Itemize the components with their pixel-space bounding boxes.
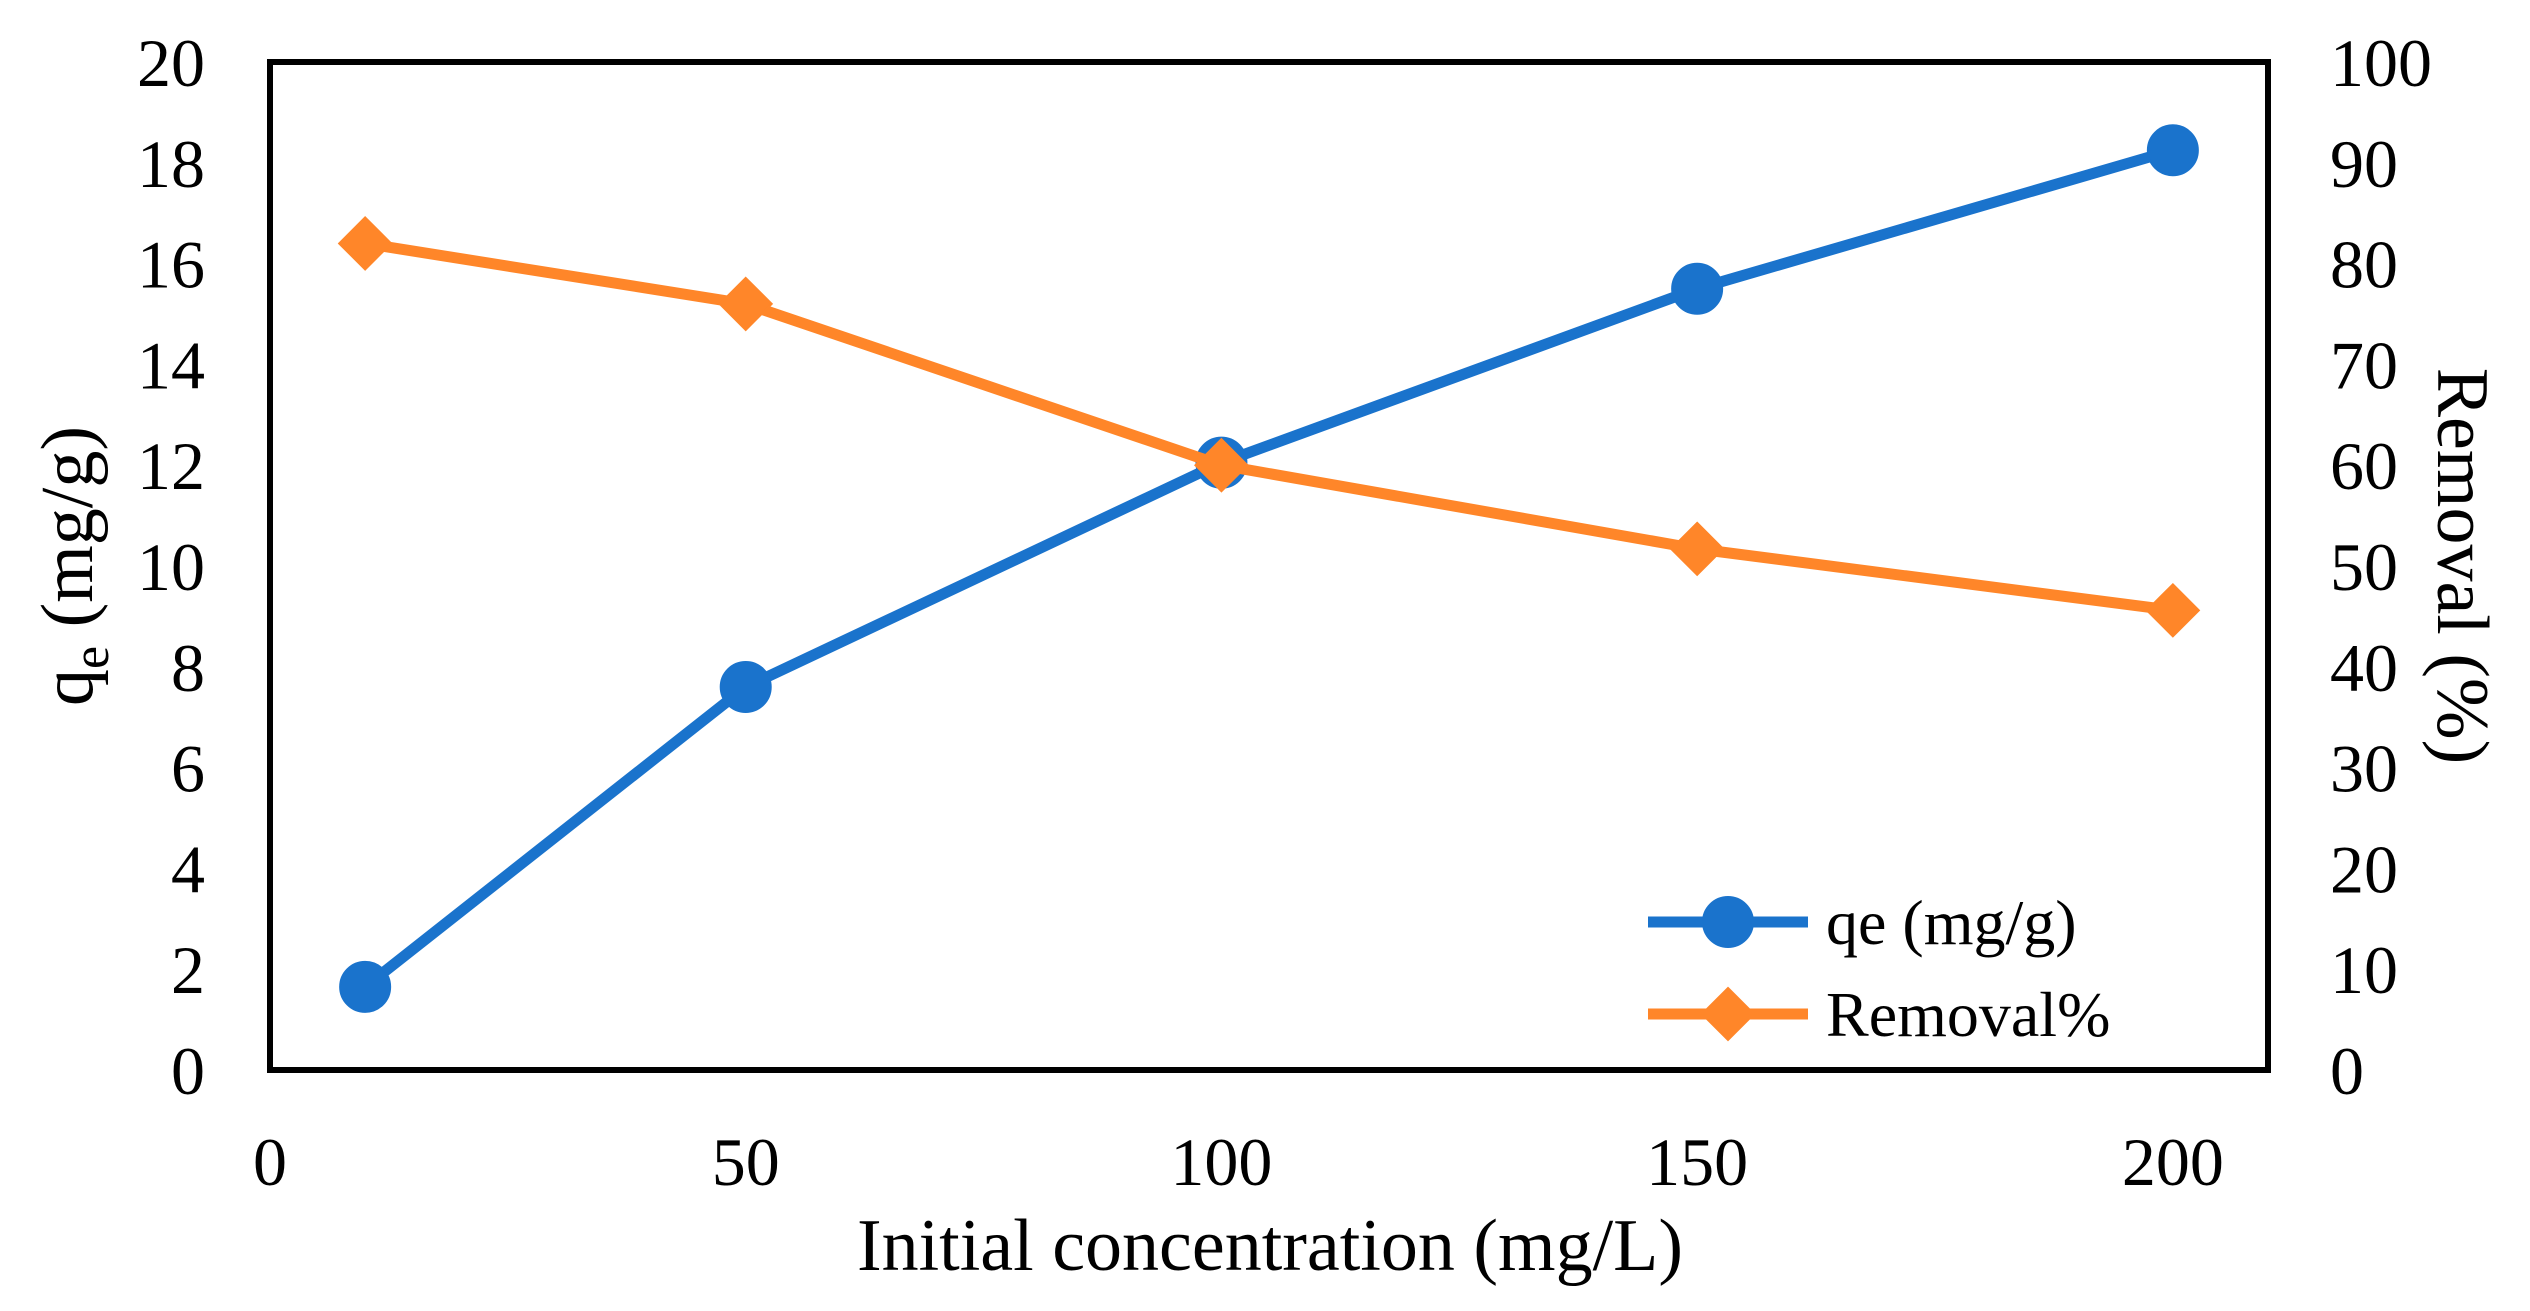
legend-swatch-marker — [1702, 896, 1754, 948]
y-axis-right-title: Removal (%) — [2421, 368, 2503, 765]
x-tick-label: 200 — [2122, 1124, 2224, 1200]
x-tick-label: 50 — [712, 1124, 780, 1200]
y-axis-right-ticks: 0 10 20 30 40 50 60 70 80 90 100 — [2330, 25, 2432, 1109]
series-layer — [337, 124, 2201, 1013]
data-point-removal — [718, 276, 774, 332]
data-point-removal — [337, 216, 393, 271]
legend-label: qe (mg/g) — [1826, 887, 2077, 958]
x-tick-label: 0 — [253, 1124, 287, 1200]
y-axis-left-ticks: 0 2 4 6 8 10 12 14 16 18 20 — [137, 25, 205, 1109]
plot-area — [267, 59, 2271, 1073]
x-axis-ticks: 0 50 100 150 200 — [253, 1124, 2224, 1200]
y-tick-label: 16 — [137, 227, 205, 303]
y-axis-left-title-rest: (mg/g) — [27, 426, 109, 646]
data-point-removal — [1669, 521, 1725, 577]
y-tick-label: 10 — [137, 529, 205, 605]
y-tick-label: 0 — [171, 1033, 205, 1109]
y2-tick-label: 20 — [2330, 831, 2398, 907]
data-point-removal — [1194, 437, 1249, 493]
y-tick-label: 18 — [137, 126, 205, 202]
y2-tick-label: 0 — [2330, 1033, 2364, 1109]
y2-tick-label: 40 — [2330, 630, 2398, 706]
legend-swatch-marker — [1700, 986, 1756, 1042]
data-point-qe-mg-g — [339, 960, 392, 1013]
y2-tick-label: 10 — [2330, 932, 2398, 1008]
y-axis-left-title-sub: e — [63, 646, 120, 669]
y2-tick-label: 80 — [2330, 227, 2398, 303]
x-tick-label: 100 — [1170, 1124, 1272, 1200]
legend-label: Removal% — [1826, 979, 2110, 1050]
y-tick-label: 4 — [171, 831, 205, 907]
data-point-qe-mg-g — [1671, 262, 1724, 315]
data-point-removal — [2145, 582, 2201, 638]
series-line-qe-mg-g — [359, 144, 2179, 993]
y-tick-label: 14 — [137, 327, 205, 403]
y-tick-label: 8 — [171, 630, 205, 706]
y2-tick-label: 30 — [2330, 731, 2398, 807]
y-axis-left-title: qe (mg/g) — [27, 426, 120, 706]
y2-tick-label: 50 — [2330, 529, 2398, 605]
data-point-qe-mg-g — [719, 660, 772, 713]
series-qe-mg-g — [339, 124, 2199, 1013]
series-line-removal — [359, 237, 2179, 616]
legend: qe (mg/g) Removal% — [1648, 887, 2110, 1050]
legend-item-qe-mg-g: qe (mg/g) — [1648, 887, 2077, 958]
y-tick-label: 20 — [137, 25, 205, 101]
y-tick-label: 6 — [171, 731, 205, 807]
x-axis-title: Initial concentration (mg/L) — [857, 1205, 1683, 1287]
y2-tick-label: 90 — [2330, 126, 2398, 202]
x-tick-label: 150 — [1646, 1124, 1748, 1200]
y2-tick-label: 100 — [2330, 25, 2432, 101]
y-tick-label: 12 — [137, 428, 205, 504]
y2-tick-label: 60 — [2330, 428, 2398, 504]
y2-tick-label: 70 — [2330, 327, 2398, 403]
y-axis-left-title-main: q — [27, 669, 109, 706]
y-tick-label: 2 — [171, 932, 205, 1008]
legend-item-removal: Removal% — [1648, 979, 2110, 1050]
data-point-qe-mg-g — [2146, 124, 2199, 177]
series-removal — [337, 216, 2201, 638]
